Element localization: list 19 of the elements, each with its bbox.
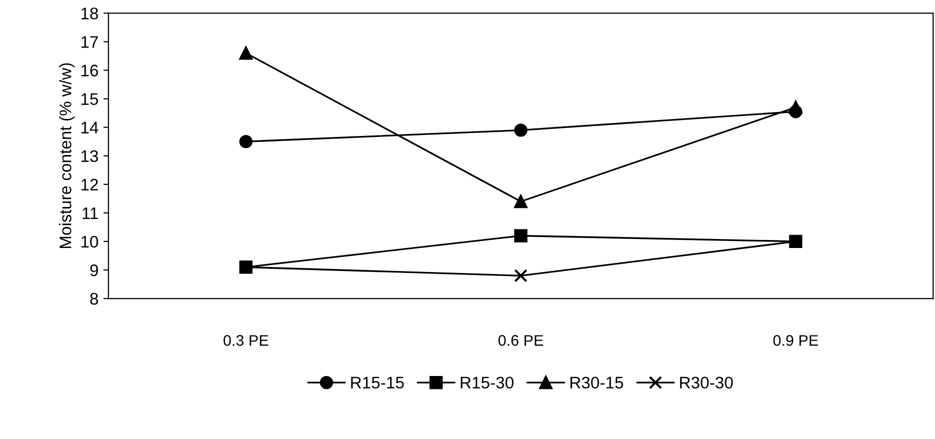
y-tick-label: 8 xyxy=(90,292,98,305)
legend-label: R15-30 xyxy=(460,376,514,389)
x-tick-label: 0.3 PE xyxy=(224,335,268,346)
y-tick-label: 14 xyxy=(81,122,98,134)
legend-label: R30-15 xyxy=(570,376,624,389)
y-tick-label: 17 xyxy=(81,36,98,48)
x-tick-label: 0.9 PE xyxy=(773,335,818,346)
y-tick-label: 18 xyxy=(81,8,98,20)
y-tick-label: 9 xyxy=(90,264,98,276)
y-tick-label: 15 xyxy=(81,93,98,105)
y-tick-label: 11 xyxy=(82,207,98,219)
y-tick-label: 16 xyxy=(81,64,98,76)
y-tick-label: 10 xyxy=(81,236,98,248)
x-tick-label: 0.6 PE xyxy=(498,335,544,346)
y-axis-title: Moisture content (% w/w) xyxy=(59,63,75,248)
y-tick-label: 12 xyxy=(81,178,98,190)
legend-label: R30-30 xyxy=(680,376,733,389)
y-tick-label: 13 xyxy=(81,150,98,162)
legend-label: R15-15 xyxy=(351,376,404,389)
